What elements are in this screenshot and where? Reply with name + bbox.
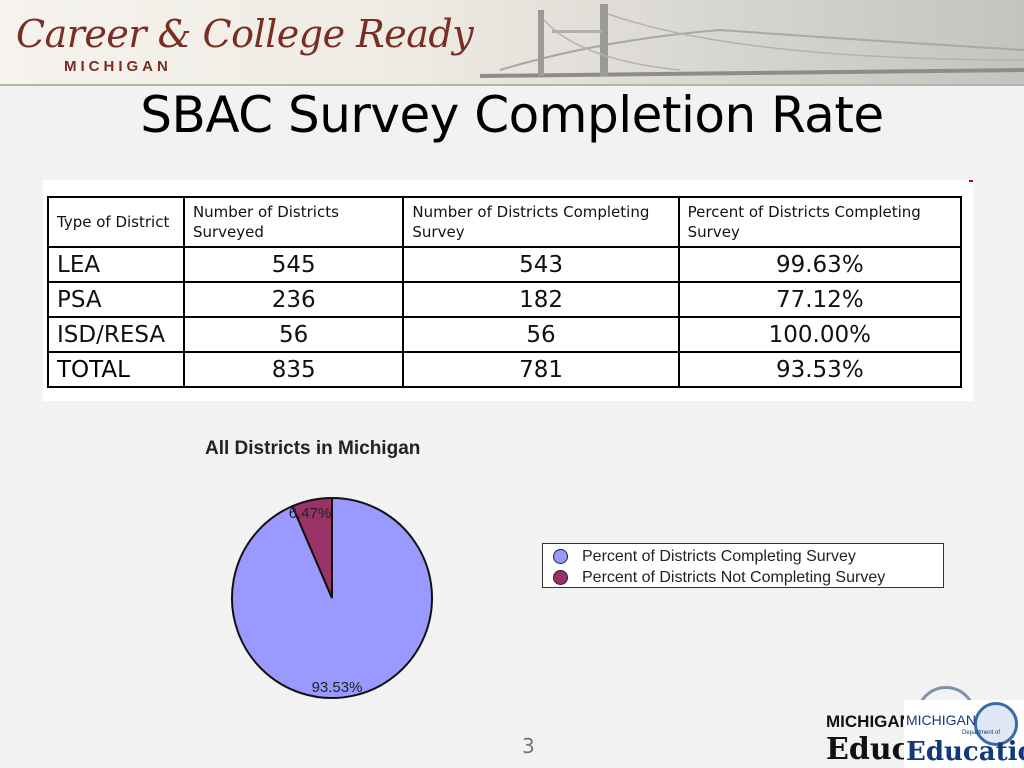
chart-legend: Percent of Districts Completing Survey P… — [542, 543, 944, 588]
cell-percent: 93.53% — [677, 351, 963, 388]
page-number: 3 — [522, 734, 535, 758]
logo-title: Career & College Ready — [16, 12, 474, 56]
table-row: ISD/RESA 56 56 100.00% — [47, 316, 963, 353]
legend-label: Percent of Districts Completing Survey — [582, 547, 856, 565]
cell-surveyed: 835 — [182, 351, 405, 388]
cell-surveyed: 545 — [182, 246, 405, 283]
cell-completing: 56 — [402, 316, 680, 353]
logo-text: Education — [906, 737, 1024, 767]
cell-percent: 100.00% — [677, 316, 963, 353]
pie-slice-not-completing — [291, 496, 333, 599]
table-panel: Type of District Number of Districts Sur… — [43, 180, 973, 401]
logo-text: Department of — [962, 730, 1001, 736]
header-banner: Career & College Ready MICHIGAN — [0, 0, 1024, 86]
logo-text: MICHIGAN — [826, 712, 912, 731]
legend-label: Percent of Districts Not Completing Surv… — [582, 568, 886, 586]
table-row: PSA 236 182 77.12% — [47, 281, 963, 318]
pie-chart: 93.53% 6.47% — [231, 496, 433, 699]
legend-swatch-not-completing — [553, 570, 568, 585]
logo-subtitle: MICHIGAN — [64, 58, 172, 75]
legend-item: Percent of Districts Completing Survey — [553, 546, 943, 567]
cell-surveyed: 56 — [182, 316, 405, 353]
header-type: Type of District — [47, 196, 185, 248]
slide-title: SBAC Survey Completion Rate — [140, 86, 884, 144]
header-surveyed: Number of Districts Surveyed — [182, 196, 405, 248]
cell-type: ISD/RESA — [47, 316, 185, 353]
header-percent: Percent of Districts Completing Survey — [677, 196, 963, 248]
chart-title: All Districts in Michigan — [205, 438, 421, 459]
cell-surveyed: 236 — [182, 281, 405, 318]
mde-seal-icon — [974, 702, 1018, 746]
header-completing: Number of Districts Completing Survey — [402, 196, 680, 248]
data-label-completing: 93.53% — [312, 679, 363, 696]
cell-completing: 543 — [402, 246, 680, 283]
table-total-row: TOTAL 835 781 93.53% — [47, 351, 963, 388]
corner-mark — [969, 180, 973, 182]
data-label-not-completing: 6.47% — [289, 505, 332, 522]
cell-completing: 182 — [402, 281, 680, 318]
district-table: Type of District Number of Districts Sur… — [47, 196, 963, 388]
table-header-row: Type of District Number of Districts Sur… — [47, 196, 963, 248]
bridge-image — [479, 4, 1024, 78]
logo-text: MICHIGAN — [906, 712, 976, 728]
mde-logo: MICHIGAN Department of Education — [904, 700, 1024, 768]
cell-type: LEA — [47, 246, 185, 283]
cell-percent: 77.12% — [677, 281, 963, 318]
cell-type: TOTAL — [47, 351, 185, 388]
legend-swatch-completing — [553, 549, 568, 564]
cell-type: PSA — [47, 281, 185, 318]
legend-item: Percent of Districts Not Completing Surv… — [553, 567, 943, 588]
cell-percent: 99.63% — [677, 246, 963, 283]
table-row: LEA 545 543 99.63% — [47, 246, 963, 283]
cell-completing: 781 — [402, 351, 680, 388]
